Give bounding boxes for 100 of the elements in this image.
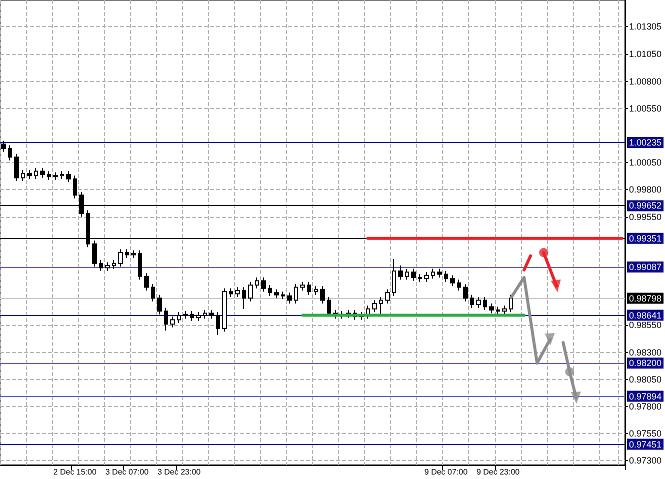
candlestick [203, 310, 207, 320]
point [565, 367, 574, 376]
candlestick [300, 281, 305, 291]
candlestick [248, 281, 253, 302]
point [570, 392, 581, 404]
candlestick [502, 305, 507, 315]
candlestick [489, 302, 494, 314]
candlestick [131, 250, 136, 258]
candlestick [21, 170, 25, 182]
candlestick [392, 258, 396, 296]
ref-line-label: 0.97894 [629, 391, 662, 402]
candlestick [405, 268, 409, 280]
candlestick [379, 296, 383, 316]
candlestick [268, 284, 272, 296]
candlestick [411, 268, 416, 282]
candlestick [183, 310, 188, 320]
candlestick [66, 170, 71, 183]
candlestick [444, 270, 448, 282]
y-tick-label: 0.98300 [629, 347, 662, 358]
y-tick-label: 0.99550 [629, 212, 662, 222]
candlestick [157, 294, 162, 315]
candlestick [457, 279, 461, 291]
candlestick [483, 296, 487, 310]
candlestick [118, 248, 123, 268]
candlestick [222, 288, 227, 332]
candlestick [164, 307, 168, 332]
y-tick-label: 0.97550 [629, 428, 662, 439]
candlestick [73, 175, 77, 199]
ref-line-label: 0.98798 [629, 293, 662, 304]
ref-line-label: 1.00235 [629, 138, 662, 148]
candlestick [496, 306, 500, 315]
candlestick [60, 170, 64, 180]
candlestick [463, 283, 468, 302]
candlestick [53, 172, 58, 180]
candlestick [112, 260, 116, 270]
x-tick-label: 9 Dec 23:00 [476, 468, 520, 476]
candlestick [216, 312, 220, 336]
candlestick [105, 262, 110, 272]
candlestick [196, 312, 201, 322]
y-tick-label: 0.99800 [629, 184, 662, 195]
candlestick [320, 286, 325, 304]
ref-line-label: 0.98641 [629, 310, 662, 320]
x-tick-label: 2 Dec 15:00 [53, 468, 97, 476]
ref-line-label: 0.99652 [629, 200, 662, 211]
candlestick [294, 283, 298, 304]
candlestick [509, 294, 513, 313]
candlestick [235, 286, 240, 298]
candlestick [34, 168, 38, 180]
ref-line-label: 0.99087 [629, 262, 662, 272]
candlestick [470, 294, 474, 308]
candlestick [281, 291, 285, 300]
x-tick-label: 3 Dec 23:00 [157, 468, 202, 476]
candlestick [261, 276, 266, 292]
y-tick-label: 1.00800 [629, 76, 662, 86]
candlestick [190, 310, 194, 322]
candlestick [27, 170, 32, 180]
candlestick [125, 248, 129, 258]
candlestick [398, 265, 403, 280]
candlestick [14, 153, 19, 182]
candlestick [8, 144, 12, 161]
candlestick [314, 286, 318, 296]
y-tick-label: 0.97300 [629, 456, 662, 466]
candlestick [307, 281, 311, 296]
y-tick-label: 0.97800 [629, 401, 662, 412]
y-tick-label: 0.98550 [629, 320, 662, 330]
candlestick [99, 260, 103, 272]
candlestick [177, 312, 181, 324]
candlestick [229, 288, 233, 298]
y-tick-label: 0.98050 [629, 374, 662, 384]
candlestick [144, 272, 149, 291]
candlestick [372, 300, 377, 313]
candlestick [476, 296, 481, 308]
candlestick [418, 274, 422, 282]
y-tick-label: 1.01050 [629, 49, 662, 60]
candlestick [385, 288, 390, 304]
ref-line-label: 0.98200 [629, 358, 662, 368]
ref-line-label: 0.97451 [629, 439, 662, 450]
x-tick-label: 9 Dec 07:00 [424, 468, 468, 476]
x-tick-label: 3 Dec 07:00 [105, 468, 150, 476]
candlestick [138, 250, 142, 280]
point [539, 248, 548, 258]
candlestick [287, 292, 292, 304]
candlestick [431, 268, 435, 280]
y-tick-label: 1.01305 [629, 22, 662, 32]
point [544, 332, 555, 346]
candlestick [40, 168, 45, 178]
candlestick [450, 274, 455, 287]
candlestick [242, 286, 246, 310]
ref-line-label: 0.99351 [629, 233, 662, 244]
candlestick [47, 170, 51, 180]
candlestick [151, 283, 155, 302]
y-tick-label: 1.00550 [629, 103, 662, 114]
candlestick [437, 268, 442, 278]
candlestick [170, 316, 175, 328]
point [550, 280, 561, 292]
candlestick [424, 272, 429, 282]
candlestick [209, 310, 214, 320]
y-tick-label: 1.00050 [629, 158, 662, 168]
candlestick [255, 276, 259, 289]
candlestick [274, 288, 279, 299]
